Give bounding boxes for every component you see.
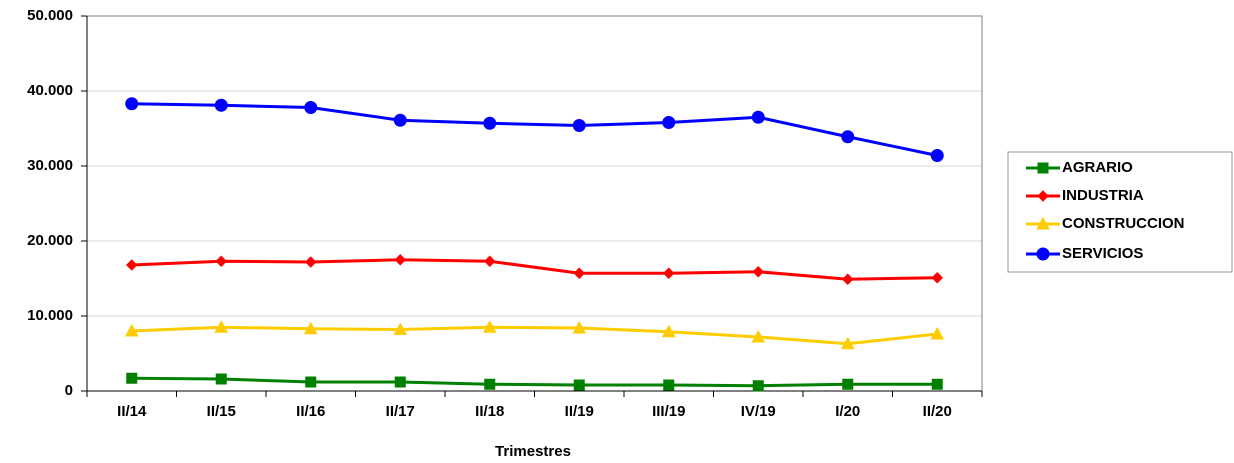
data-point (482, 320, 497, 333)
data-point (930, 326, 945, 340)
x-tick-label: II/18 (475, 403, 504, 420)
data-point (931, 272, 943, 284)
data-point (214, 320, 229, 333)
legend-label: SERVICIOS (1062, 245, 1143, 262)
x-axis-title: Trimestres (495, 443, 571, 460)
data-point (573, 267, 585, 279)
data-point (483, 116, 497, 130)
x-tick-label: III/19 (652, 403, 685, 420)
data-point (305, 256, 317, 268)
x-tick-label: II/20 (923, 403, 952, 420)
data-point (752, 266, 764, 278)
data-point (840, 336, 855, 350)
data-point (661, 324, 676, 338)
y-tick-label: 50.000 (27, 7, 73, 24)
data-point (751, 110, 765, 124)
data-point (841, 130, 855, 144)
data-point (126, 259, 138, 271)
legend-marker (1037, 162, 1049, 174)
data-point (484, 378, 496, 390)
plot-frame (86, 15, 983, 392)
data-point (215, 255, 227, 267)
data-point (842, 378, 854, 390)
data-point (842, 273, 854, 285)
x-tick-label: II/14 (117, 403, 147, 420)
data-point (126, 372, 138, 384)
data-point (484, 255, 496, 267)
y-tick-label: 40.000 (27, 82, 73, 99)
series-line (131, 376, 938, 388)
data-point (125, 97, 139, 111)
y-tick-label: 0 (65, 382, 73, 399)
legend-marker (1036, 216, 1050, 230)
data-point (215, 373, 227, 385)
data-point (393, 113, 407, 127)
data-point (573, 379, 585, 391)
data-point (304, 101, 318, 114)
data-point (394, 254, 406, 266)
x-tick-label: II/17 (386, 403, 415, 420)
legend-label: CONSTRUCCION (1062, 215, 1185, 232)
data-point (930, 149, 944, 162)
y-tick-label: 30.000 (27, 157, 73, 174)
data-point (214, 98, 228, 112)
legend-label: AGRARIO (1062, 159, 1133, 176)
x-tick-label: IV/19 (741, 403, 776, 420)
y-tick-label: 10.000 (27, 307, 73, 324)
x-tick-label: I/20 (835, 403, 860, 420)
data-point (931, 378, 943, 390)
data-point (393, 322, 408, 335)
data-point (303, 321, 318, 335)
series-line (131, 258, 938, 281)
data-point (662, 116, 676, 129)
x-tick-label: II/16 (296, 403, 325, 420)
x-tick-label: II/19 (565, 403, 594, 420)
series-line (131, 102, 938, 157)
data-point (663, 267, 675, 279)
data-point (751, 329, 766, 343)
x-tick-label: II/15 (207, 403, 236, 420)
data-point (124, 323, 139, 337)
data-point (305, 376, 317, 388)
data-point (394, 376, 406, 388)
legend-marker (1036, 247, 1050, 261)
data-point (572, 320, 587, 334)
data-point (752, 380, 764, 392)
legend-label: INDUSTRIA (1062, 187, 1144, 204)
data-point (572, 119, 586, 132)
y-tick-label: 20.000 (27, 232, 73, 249)
series-line (131, 325, 938, 346)
data-point (663, 379, 675, 391)
legend-marker (1037, 190, 1049, 202)
